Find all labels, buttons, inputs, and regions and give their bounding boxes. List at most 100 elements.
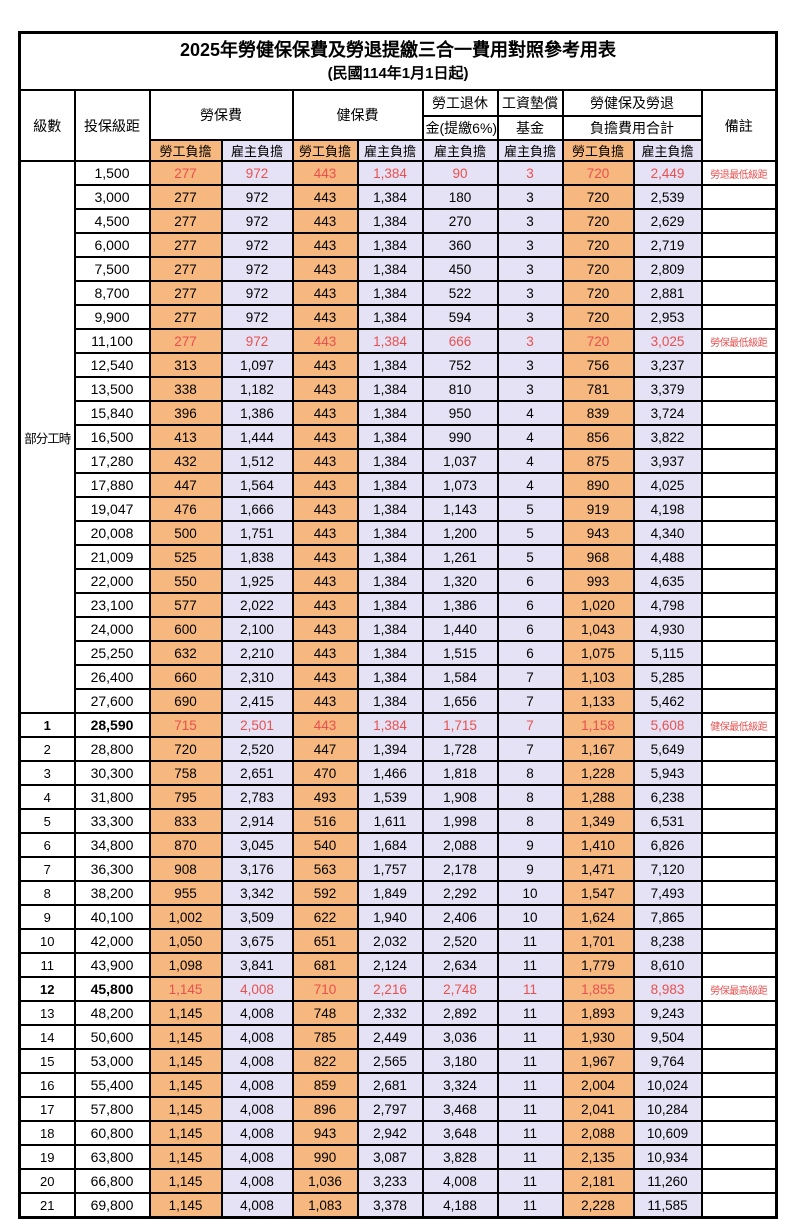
cell-wage_fund_employer: 8 <box>496 760 564 786</box>
table-row: 4,500 277 972 443 1,384 270 3 720 2,629 <box>20 208 778 234</box>
cell-health_ins_employer: 1,940 <box>356 904 424 930</box>
table-row: 6,000 277 972 443 1,384 360 3 720 2,719 <box>20 232 778 258</box>
cell-remark <box>700 1000 778 1026</box>
cell-remark <box>700 280 778 306</box>
cell-health_ins_employee: 443 <box>291 544 359 570</box>
cell-labor_ins_employee: 338 <box>148 376 223 402</box>
cell-wage_fund_employer: 3 <box>496 304 564 330</box>
cell-health_ins_employer: 1,757 <box>356 856 424 882</box>
cell-total_employer: 9,504 <box>632 1024 703 1050</box>
cell-bracket: 27,600 <box>73 688 151 714</box>
cell-health_ins_employee: 443 <box>291 496 359 522</box>
cell-health_ins_employer: 1,384 <box>356 448 424 474</box>
cell-labor_ins_employer: 2,310 <box>220 664 294 690</box>
cell-total_employee: 1,288 <box>561 784 635 810</box>
table-row: 2 28,800 720 2,520 447 1,394 1,728 7 1,167 5,649 <box>18 736 778 762</box>
cell-labor_ins_employee: 277 <box>148 304 223 330</box>
cell-health_ins_employee: 443 <box>291 688 359 714</box>
cell-total_employer: 2,719 <box>632 232 703 258</box>
cell-total_employer: 7,865 <box>632 904 703 930</box>
cell-labor_ins_employer: 4,008 <box>220 1024 294 1050</box>
cell-health_ins_employee: 443 <box>291 400 359 426</box>
col-header-pension-line2: 金(提繳6%) <box>421 115 499 141</box>
cell-total_employer: 8,983 <box>632 976 703 1002</box>
cell-wage_fund_employer: 11 <box>496 952 564 978</box>
cell-total_employer: 10,934 <box>632 1144 703 1170</box>
cell-total_employee: 1,075 <box>561 640 635 666</box>
cell-level: 15 <box>18 1048 76 1074</box>
cell-remark <box>700 232 778 258</box>
cell-total_employer: 8,238 <box>632 928 703 954</box>
cell-wage_fund_employer: 9 <box>496 832 564 858</box>
cell-labor_ins_employer: 4,008 <box>220 1096 294 1122</box>
cell-pension_employer: 1,320 <box>421 568 499 594</box>
cell-labor_ins_employer: 4,008 <box>220 1000 294 1026</box>
table-row: 6 34,800 870 3,045 540 1,684 2,088 9 1,410 6,826 <box>18 832 778 858</box>
cell-labor_ins_employee: 1,098 <box>148 952 223 978</box>
cell-labor_ins_employer: 972 <box>220 184 294 210</box>
cell-labor_ins_employer: 1,182 <box>220 376 294 402</box>
cell-health_ins_employer: 1,384 <box>356 568 424 594</box>
cell-total_employer: 4,198 <box>632 496 703 522</box>
cell-health_ins_employee: 443 <box>291 208 359 234</box>
cell-total_employee: 1,228 <box>561 760 635 786</box>
cell-remark <box>700 1024 778 1050</box>
cell-bracket: 9,900 <box>73 304 151 330</box>
cell-health_ins_employer: 1,384 <box>356 160 424 186</box>
cell-labor_ins_employer: 1,925 <box>220 568 294 594</box>
page-subtitle: (民國114年1月1日起) <box>327 65 469 82</box>
cell-health_ins_employer: 1,394 <box>356 736 424 762</box>
cell-bracket: 63,800 <box>73 1144 151 1170</box>
cell-bracket: 1,500 <box>73 160 151 186</box>
cell-total_employer: 2,953 <box>632 304 703 330</box>
cell-total_employer: 2,449 <box>632 160 703 186</box>
cell-wage_fund_employer: 11 <box>496 1048 564 1074</box>
col-header-pension-line1: 勞工退休 <box>421 89 499 117</box>
cell-health_ins_employee: 447 <box>291 736 359 762</box>
cell-labor_ins_employer: 3,045 <box>220 832 294 858</box>
cell-wage_fund_employer: 4 <box>496 472 564 498</box>
cell-total_employee: 856 <box>561 424 635 450</box>
cell-wage_fund_employer: 6 <box>496 616 564 642</box>
cell-pension_employer: 360 <box>421 232 499 258</box>
cell-remark <box>700 1048 778 1074</box>
cell-total_employer: 3,379 <box>632 376 703 402</box>
cell-total_employer: 6,531 <box>632 808 703 834</box>
cell-health_ins_employer: 1,384 <box>356 376 424 402</box>
cell-part-time-label: 部分工時 <box>18 160 76 714</box>
cell-health_ins_employer: 1,384 <box>356 496 424 522</box>
cell-bracket: 3,000 <box>73 184 151 210</box>
cell-total_employee: 1,167 <box>561 736 635 762</box>
cell-remark <box>700 1144 778 1170</box>
cell-wage_fund_employer: 11 <box>496 1168 564 1194</box>
cell-remark <box>700 760 778 786</box>
cell-bracket: 28,800 <box>73 736 151 762</box>
cell-bracket: 7,500 <box>73 256 151 282</box>
cell-pension_employer: 1,261 <box>421 544 499 570</box>
cell-labor_ins_employee: 1,145 <box>148 976 223 1002</box>
table-row: 12,540 313 1,097 443 1,384 752 3 756 3,237 <box>20 352 778 378</box>
cell-labor_ins_employee: 277 <box>148 208 223 234</box>
cell-health_ins_employer: 1,384 <box>356 472 424 498</box>
cell-health_ins_employee: 443 <box>291 160 359 186</box>
cell-total_employee: 1,043 <box>561 616 635 642</box>
cell-wage_fund_employer: 3 <box>496 184 564 210</box>
col-header-remark: 備註 <box>700 89 778 162</box>
cell-total_employee: 968 <box>561 544 635 570</box>
cell-bracket: 25,250 <box>73 640 151 666</box>
cell-health_ins_employee: 710 <box>291 976 359 1002</box>
cell-labor_ins_employer: 2,022 <box>220 592 294 618</box>
table-row: 17 57,800 1,145 4,008 896 2,797 3,468 11 2,041 10… <box>18 1096 778 1122</box>
cell-level: 1 <box>18 712 76 738</box>
cell-total_employer: 3,822 <box>632 424 703 450</box>
cell-pension_employer: 1,073 <box>421 472 499 498</box>
cell-remark <box>700 400 778 426</box>
cell-remark <box>700 376 778 402</box>
cell-wage_fund_employer: 10 <box>496 880 564 906</box>
cell-remark <box>700 640 778 666</box>
cell-level: 14 <box>18 1024 76 1050</box>
cell-total_employer: 9,243 <box>632 1000 703 1026</box>
cell-level: 18 <box>18 1120 76 1146</box>
cell-labor_ins_employer: 2,651 <box>220 760 294 786</box>
cell-pension_employer: 3,648 <box>421 1120 499 1146</box>
